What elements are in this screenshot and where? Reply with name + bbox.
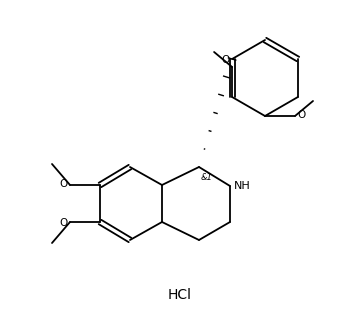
Text: O: O xyxy=(222,55,230,65)
Text: O: O xyxy=(60,179,68,189)
Text: O: O xyxy=(297,110,305,120)
Text: &1: &1 xyxy=(201,173,213,182)
Text: NH: NH xyxy=(234,181,251,191)
Text: HCl: HCl xyxy=(168,288,192,302)
Text: O: O xyxy=(60,218,68,228)
